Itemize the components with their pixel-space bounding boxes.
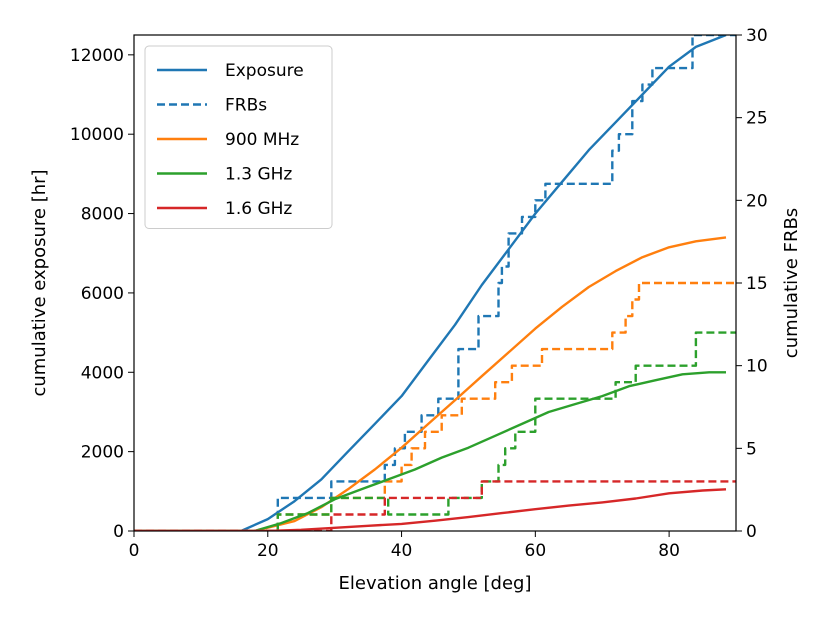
legend-label: 1.6 GHz <box>225 199 292 219</box>
plot-lines <box>134 35 736 531</box>
left-y-tick-label: 12000 <box>70 46 124 66</box>
x-tick-label: 20 <box>257 541 279 561</box>
series-line-1-6-ghz <box>134 488 727 531</box>
x-tick-label: 0 <box>129 541 140 561</box>
right-y-tick-label: 30 <box>746 26 768 46</box>
legend-box <box>144 45 333 229</box>
left-y-tick-label: 2000 <box>81 443 124 463</box>
plot-frame <box>133 34 737 532</box>
left-y-tick-label: 8000 <box>81 205 124 225</box>
right-y-axis-label: cumulative FRBs <box>781 208 802 358</box>
right-y-tick-label: 25 <box>746 109 768 129</box>
left-y-tick-label: 4000 <box>81 363 124 383</box>
x-axis-ticks: 0 20 40 60 80 <box>129 531 680 561</box>
right-y-tick-label: 15 <box>746 274 768 294</box>
legend-label: FRBs <box>225 96 267 116</box>
x-tick-label: 60 <box>525 541 547 561</box>
x-axis-label: Elevation angle [deg] <box>339 573 532 594</box>
legend-label: Exposure <box>225 61 304 81</box>
series-line-900-mhz-frbs <box>134 281 736 531</box>
series-line-1-3-ghz <box>134 371 726 531</box>
left-y-tick-label: 10000 <box>70 125 124 145</box>
left-y-axis-ticks: 0 2000 4000 6000 8000 10000 12000 <box>70 46 134 542</box>
left-y-tick-label: 6000 <box>81 284 124 304</box>
right-y-tick-label: 20 <box>746 191 768 211</box>
right-y-tick-label: 0 <box>746 522 757 542</box>
legend: Exposure FRBs 900 MHz 1.3 GHz 1.6 GHz <box>144 45 333 229</box>
right-y-tick-label: 10 <box>746 357 768 377</box>
right-y-axis-ticks: 0 5 10 15 20 25 30 <box>736 26 768 542</box>
right-y-tick-label: 5 <box>746 439 757 459</box>
x-tick-label: 80 <box>658 541 680 561</box>
left-y-axis-label: cumulative exposure [hr] <box>29 169 50 396</box>
legend-label: 1.3 GHz <box>225 165 292 185</box>
series-line-1-6-ghz-frbs <box>134 480 736 531</box>
legend-label: 900 MHz <box>225 130 299 150</box>
left-y-tick-label: 0 <box>113 522 124 542</box>
x-tick-label: 40 <box>391 541 413 561</box>
